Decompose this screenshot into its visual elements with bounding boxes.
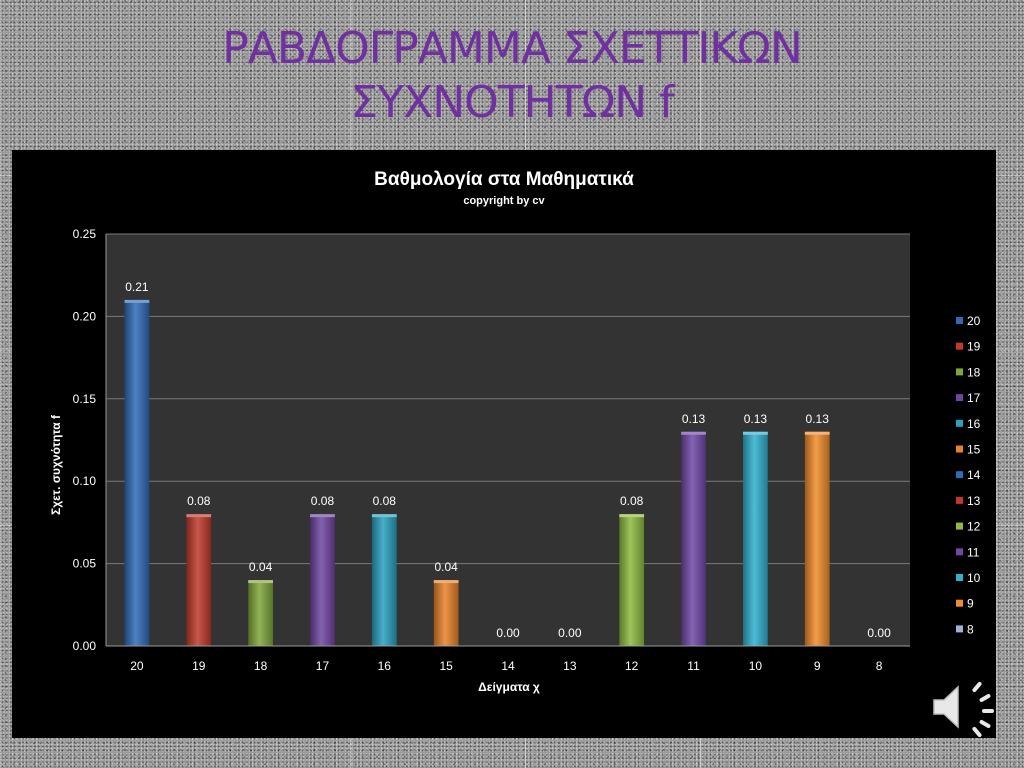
bar-top-9: [804, 431, 830, 435]
legend-swatch: [956, 342, 963, 350]
legend-label: 17: [967, 391, 981, 405]
y-tick-label: 0.25: [73, 227, 97, 241]
legend-swatch: [956, 419, 963, 427]
legend-swatch: [956, 471, 963, 479]
y-tick-label: 0.15: [73, 392, 97, 406]
data-label: 0.13: [806, 412, 830, 426]
bar-top-16: [371, 514, 397, 518]
x-tick-label: 12: [625, 659, 639, 673]
legend-label: 8: [967, 622, 974, 636]
data-label: 0.00: [496, 626, 520, 640]
legend-swatch: [956, 394, 963, 402]
chart-svg: Βαθμολογία στα Μαθηματικά copyright by c…: [49, 169, 981, 694]
bar-11: [681, 431, 706, 646]
bar-20: [124, 299, 150, 646]
bar-chart: Βαθμολογία στα Μαθηματικά copyright by c…: [12, 150, 996, 738]
bar-top-19: [186, 514, 212, 518]
data-label: 0.13: [682, 412, 706, 426]
legend-label: 18: [967, 365, 981, 379]
x-tick-label: 8: [876, 659, 883, 673]
data-label: 0.21: [125, 280, 149, 294]
y-axis-label: Σχετ. συχνότητα f: [49, 414, 63, 515]
y-tick-label: 0.05: [73, 557, 97, 571]
bar-16: [371, 514, 397, 646]
x-tick-label: 20: [130, 659, 144, 673]
x-axis-label: Δείγματα χ: [478, 680, 540, 694]
legend-swatch: [956, 522, 963, 530]
bar-top-12: [619, 514, 645, 518]
speaker-icon[interactable]: [930, 676, 1000, 738]
legend-swatch: [956, 445, 963, 453]
legend-label: 10: [967, 571, 981, 585]
x-tick-label: 18: [254, 659, 268, 673]
x-tick-label: 19: [192, 659, 206, 673]
data-label: 0.04: [434, 560, 458, 574]
chart-title: Βαθμολογία στα Μαθηματικά: [374, 169, 634, 190]
legend-swatch: [956, 625, 963, 633]
bar-top-10: [743, 431, 768, 435]
data-label: 0.00: [867, 626, 891, 640]
x-tick-label: 15: [439, 659, 453, 673]
chart-subtitle: copyright by cv: [463, 195, 545, 207]
data-label: 0.04: [249, 560, 273, 574]
bar-top-18: [248, 580, 273, 584]
y-tick-label: 0.00: [73, 639, 97, 653]
x-tick-label: 16: [378, 659, 392, 673]
x-tick-label: 10: [749, 659, 763, 673]
legend-label: 9: [967, 597, 974, 611]
legend-label: 16: [967, 417, 981, 431]
bar-18: [248, 580, 273, 646]
data-label: 0.08: [373, 494, 397, 508]
legend-label: 15: [967, 443, 981, 457]
legend-label: 12: [967, 520, 981, 534]
bar-15: [433, 580, 459, 646]
bar-top-20: [124, 299, 150, 303]
legend-swatch: [956, 368, 963, 376]
legend-swatch: [956, 548, 963, 556]
bar-10: [743, 431, 768, 646]
plot-area: [106, 234, 910, 646]
legend-swatch: [956, 574, 963, 581]
x-tick-label: 9: [814, 659, 821, 673]
bar-9: [804, 431, 830, 646]
x-tick-label: 14: [501, 659, 515, 673]
slide-title-line-2: ΣΥΧΝΟΤΗΤΩΝ f: [350, 77, 674, 128]
bar-top-15: [433, 580, 459, 584]
bar-12: [619, 514, 645, 646]
x-tick-label: 17: [316, 659, 330, 673]
bar-17: [310, 514, 335, 646]
data-label: 0.08: [187, 494, 211, 508]
slide-title-line-1: ΡΑΒΔΟΓΡΑΜΜΑ ΣΧΕΤΤΙΚΩΝ: [222, 23, 803, 74]
data-label: 0.08: [620, 494, 644, 508]
legend-label: 11: [967, 545, 980, 559]
legend-label: 20: [967, 314, 981, 328]
data-label: 0.13: [744, 412, 768, 426]
legend-label: 14: [967, 468, 981, 482]
bar-top-17: [310, 514, 335, 518]
data-label: 0.00: [558, 626, 582, 640]
bar-19: [186, 514, 212, 646]
data-label: 0.08: [311, 494, 335, 508]
x-tick-label: 13: [563, 659, 577, 673]
legend-swatch: [956, 599, 963, 607]
x-tick-label: 11: [687, 659, 700, 673]
bar-top-11: [681, 431, 706, 435]
slide-title: ΡΑΒΔΟΓΡΑΜΜΑ ΣΧΕΤΤΙΚΩΝ ΣΥΧΝΟΤΗΤΩΝ f: [0, 22, 1024, 130]
chart-legend: 20 19 18 17 16 15 14 13 12 11 10 9 8: [956, 314, 981, 636]
y-tick-label: 0.10: [73, 474, 97, 488]
legend-label: 13: [967, 494, 981, 508]
legend-swatch: [956, 496, 963, 504]
y-tick-label: 0.20: [73, 309, 97, 323]
legend-label: 19: [967, 340, 981, 354]
legend-swatch: [956, 317, 963, 324]
